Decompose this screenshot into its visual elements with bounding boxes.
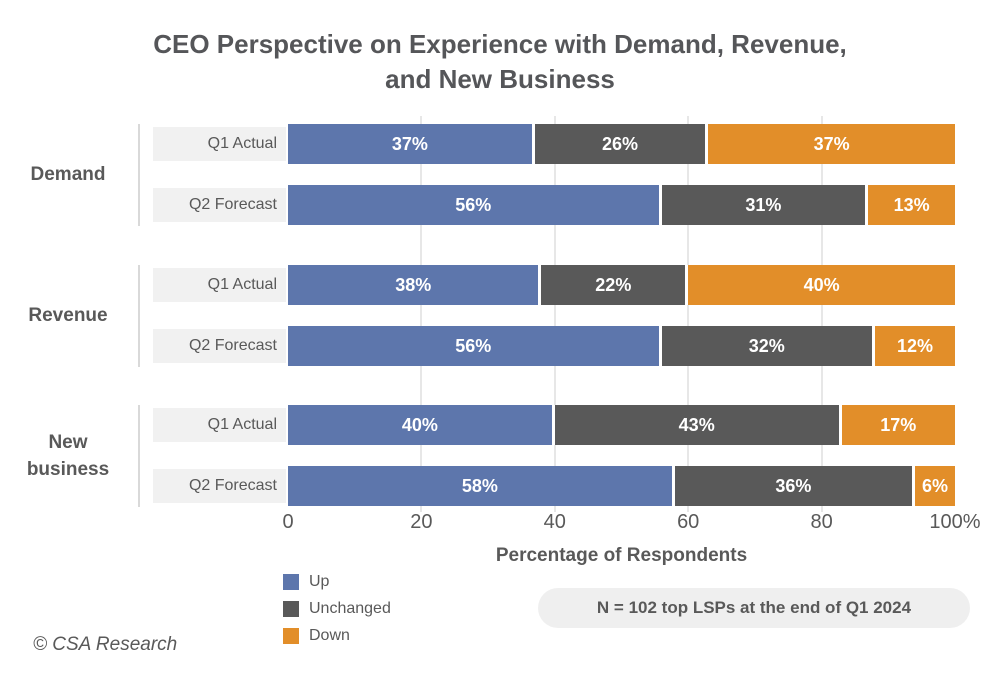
- group-label: Revenue: [28, 305, 108, 326]
- gridline: [820, 116, 823, 512]
- bar-segment-down: 6%: [914, 466, 955, 506]
- bar-value-label: 22%: [595, 274, 632, 295]
- chart-title-line1: CEO Perspective on Experience with Deman…: [153, 29, 847, 59]
- x-tick-label: 0: [282, 511, 294, 533]
- bar-segment-down: 17%: [841, 405, 955, 445]
- row-label: Q1 Actual: [153, 408, 286, 442]
- bar-segment-down: 13%: [868, 185, 955, 225]
- bar-row: 56% 31% 13%: [288, 185, 955, 225]
- copyright-text: © CSA Research: [33, 634, 178, 655]
- bar-value-label: 26%: [601, 133, 638, 154]
- chart-title: CEO Perspective on Experience with Deman…: [0, 27, 1000, 97]
- bar-segment-up: 56%: [288, 185, 662, 225]
- bar-value-label: 31%: [745, 194, 782, 215]
- row-label: Q1 Actual: [153, 127, 286, 161]
- bar-row: 40% 43% 17%: [288, 405, 955, 445]
- row-label: Q2 Forecast: [153, 329, 286, 363]
- x-tick-label: 20: [410, 511, 433, 533]
- bar-segment-unchanged: 43%: [554, 405, 842, 445]
- bar-segment-down: 37%: [708, 124, 955, 164]
- gridline: [553, 116, 556, 512]
- bar-segment-unchanged: 32%: [661, 326, 875, 366]
- bar-value-label: 37%: [813, 133, 850, 154]
- sample-size-note: N = 102 top LSPs at the end of Q1 2024: [538, 588, 970, 628]
- legend-swatch-unchanged: [283, 600, 299, 617]
- bar-value-label: 56%: [455, 335, 492, 356]
- bar-value-label: 12%: [896, 335, 933, 356]
- bar-segment-up: 58%: [288, 466, 675, 506]
- bar-value-label: 17%: [880, 414, 917, 435]
- bar-value-label: 43%: [678, 414, 715, 435]
- bar-value-label: 6%: [921, 475, 948, 496]
- group-separator: [138, 405, 140, 507]
- x-tick-label: 60: [677, 511, 700, 533]
- bar-segment-down: 40%: [688, 265, 955, 305]
- legend-item-down: Down: [283, 622, 391, 649]
- bar-segment-unchanged: 22%: [541, 265, 689, 305]
- bar-row: 37% 26% 37%: [288, 124, 955, 164]
- bar-segment-up: 40%: [288, 405, 555, 445]
- x-axis-title: Percentage of Respondents: [495, 545, 748, 566]
- group-separator: [138, 265, 140, 367]
- bar-value-label: 13%: [893, 194, 930, 215]
- bar-segment-up: 56%: [288, 326, 662, 366]
- x-tick-label: 100%: [929, 511, 981, 533]
- legend: Up Unchanged Down: [283, 568, 391, 649]
- legend-swatch-up: [283, 573, 299, 590]
- legend-item-unchanged: Unchanged: [283, 595, 391, 622]
- chart-title-line2: and New Business: [385, 64, 615, 94]
- bar-value-label: 38%: [395, 274, 432, 295]
- legend-swatch-down: [283, 627, 299, 644]
- bar-segment-up: 38%: [288, 265, 542, 305]
- gridline: [687, 116, 690, 512]
- legend-item-up: Up: [283, 568, 391, 595]
- row-label: Q2 Forecast: [153, 469, 286, 503]
- group-label: Demand: [30, 164, 106, 185]
- bar-row: 58% 36% 6%: [288, 466, 955, 506]
- x-tick-label: 80: [810, 511, 833, 533]
- bar-value-label: 56%: [455, 194, 492, 215]
- bar-segment-down: 12%: [874, 326, 955, 366]
- bar-value-label: 36%: [775, 475, 812, 496]
- legend-label: Up: [309, 572, 330, 590]
- row-label: Q1 Actual: [153, 268, 286, 302]
- bar-segment-unchanged: 26%: [534, 124, 709, 164]
- legend-label: Down: [309, 626, 350, 644]
- bar-value-label: 37%: [391, 133, 428, 154]
- bar-row: 56% 32% 12%: [288, 326, 955, 366]
- bar-value-label: 32%: [748, 335, 785, 356]
- bar-row: 38% 22% 40%: [288, 265, 955, 305]
- bar-segment-unchanged: 36%: [674, 466, 915, 506]
- legend-label: Unchanged: [309, 599, 391, 617]
- gridline: [420, 116, 423, 512]
- x-tick-label: 40: [543, 511, 566, 533]
- bar-value-label: 40%: [401, 414, 438, 435]
- bar-segment-up: 37%: [288, 124, 535, 164]
- row-label: Q2 Forecast: [153, 188, 286, 222]
- group-label: New business: [26, 431, 110, 480]
- bar-value-label: 40%: [803, 274, 840, 295]
- group-separator: [138, 124, 140, 226]
- bar-segment-unchanged: 31%: [661, 185, 869, 225]
- bar-value-label: 58%: [461, 475, 498, 496]
